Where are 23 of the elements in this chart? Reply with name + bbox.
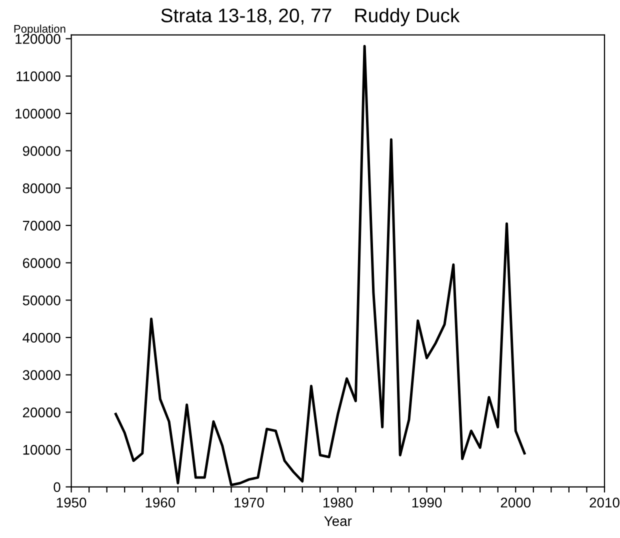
x-tick-label: 2010 (590, 498, 620, 508)
y-tick-label: 110000 (16, 71, 60, 82)
y-tick-label: 100000 (16, 108, 60, 119)
y-tick-label: 50000 (22, 295, 60, 306)
y-tick-label: 120000 (16, 34, 60, 44)
x-tick-label: 1950 (56, 498, 86, 508)
x-tick-label: 1970 (234, 498, 264, 508)
y-tick-label: 10000 (23, 444, 60, 455)
chart-title: Strata 13-18, 20, 77 Ruddy Duck (161, 8, 460, 26)
x-tick-label: 1960 (146, 498, 176, 508)
y-tick-label: 90000 (22, 146, 60, 156)
y-tick-label: 30000 (22, 370, 60, 380)
y-tick-label: 60000 (22, 258, 60, 268)
x-axis-title: Year (324, 516, 352, 526)
x-tick-label: 1990 (412, 498, 442, 508)
y-tick-label: 40000 (22, 332, 60, 343)
y-tick-label: 70000 (22, 220, 60, 231)
x-tick-label: 2000 (500, 498, 531, 508)
y-tick-label: 0 (54, 482, 60, 492)
y-tick-label: 20000 (22, 408, 60, 418)
x-tick-label: 1980 (324, 498, 353, 508)
y-axis-title: Population (14, 24, 66, 35)
y-tick-label: 80000 (22, 183, 60, 194)
